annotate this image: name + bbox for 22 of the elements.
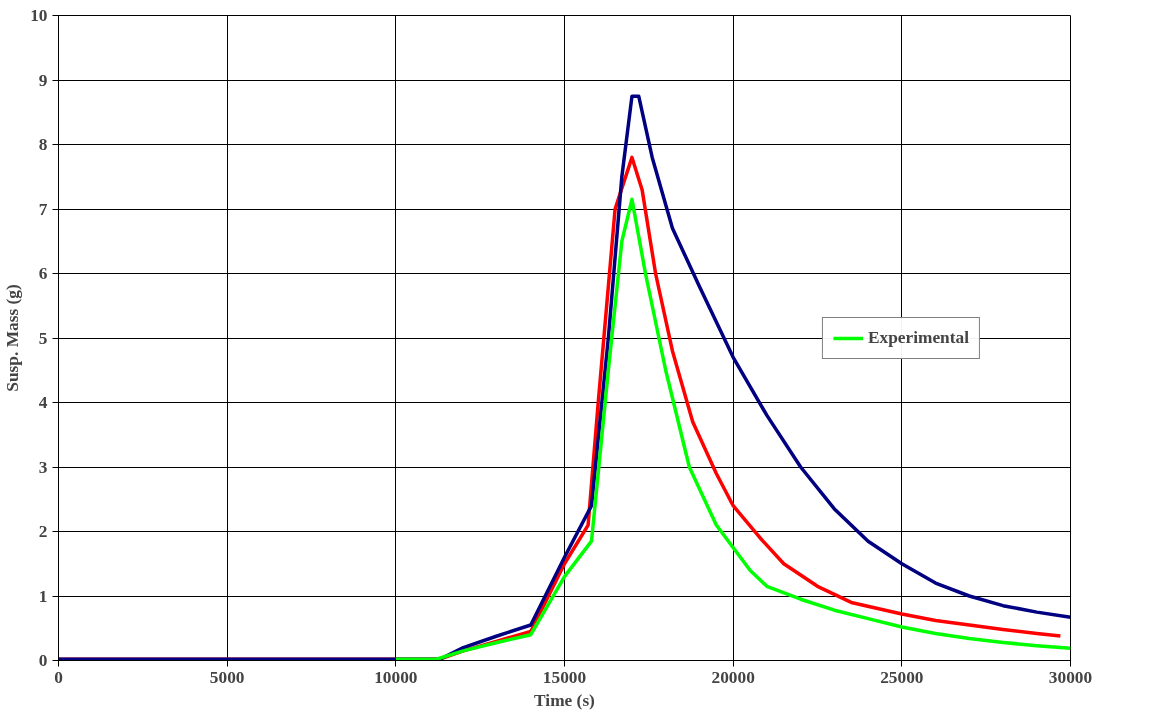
y-tick-label: 9 <box>38 70 48 90</box>
y-tick-label: 3 <box>38 457 48 477</box>
x-tick-label: 30000 <box>1048 667 1093 687</box>
x-tick-label: 20000 <box>711 667 755 687</box>
y-axis-title: Susp. Mass (g) <box>3 284 23 392</box>
x-tick-label: 0 <box>54 667 63 687</box>
x-tick-label: 15000 <box>542 667 587 687</box>
x-tick-label: 25000 <box>880 667 924 687</box>
y-tick-label: 0 <box>38 651 48 670</box>
y-tick-label: 4 <box>38 393 48 412</box>
y-tick-label: 10 <box>30 6 48 25</box>
x-axis-title: Time (s) <box>534 690 596 710</box>
y-tick-label: 1 <box>38 586 48 606</box>
x-tick-label: 10000 <box>374 667 418 687</box>
y-tick-label: 7 <box>38 199 48 219</box>
y-tick-label: 6 <box>38 264 48 283</box>
y-tick-label: 2 <box>38 522 48 541</box>
legend-label: Experimental <box>867 327 969 348</box>
y-tick-label: 5 <box>38 328 48 348</box>
line-series <box>394 197 1071 661</box>
y-tick-label: 8 <box>38 135 48 154</box>
x-tick-label: 5000 <box>209 667 245 687</box>
